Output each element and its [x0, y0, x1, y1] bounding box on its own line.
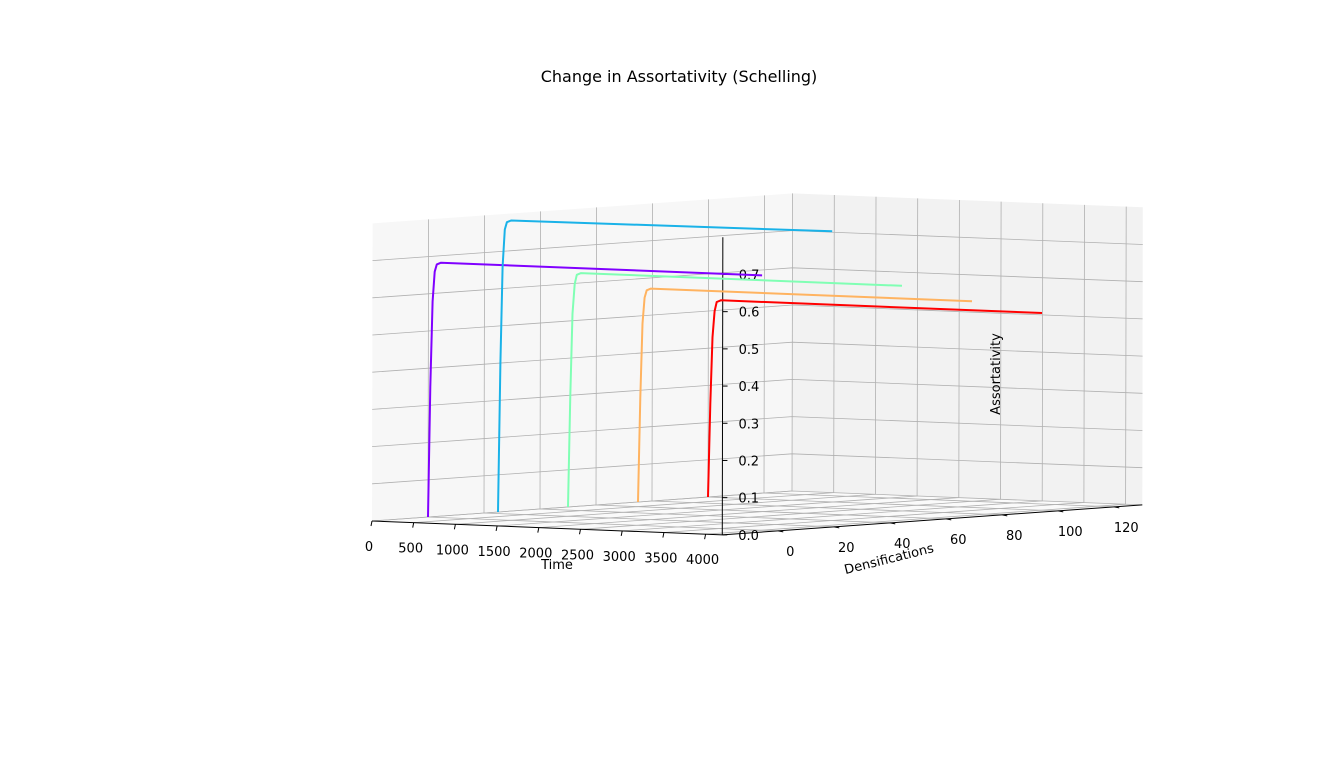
x-tick-label: 2500: [561, 548, 594, 563]
grid-line-z: [372, 453, 1143, 485]
y-tick: [1058, 510, 1064, 513]
z-tick-label: 0.4: [739, 380, 760, 395]
y-tick-label: 0: [786, 545, 794, 560]
y-tick: [946, 518, 952, 521]
x-tick: [579, 529, 581, 535]
x-tick-label: 4000: [686, 553, 719, 568]
x-tick-label: 3000: [603, 550, 636, 565]
x-tick: [370, 520, 373, 527]
x-tick: [412, 522, 415, 528]
x-tick-label: 0: [365, 540, 373, 555]
grid-line-z: [372, 267, 1143, 299]
series-line: [637, 287, 973, 503]
y-tick-label: 40: [894, 537, 911, 552]
y-tick: [778, 530, 784, 533]
x-tick-label: 1500: [478, 545, 511, 560]
z-tick-label: 0.5: [739, 343, 760, 358]
y-tick-label: 20: [838, 541, 855, 556]
grid-line-z: [372, 304, 1143, 336]
x-tick-label: 500: [398, 542, 423, 557]
y-tick: [1114, 506, 1120, 509]
x-tick: [662, 532, 665, 538]
y-tick: [834, 526, 840, 529]
y-axis-line: [722, 504, 1143, 536]
z-tick-label: 0.2: [738, 454, 759, 469]
y-tick-label: 80: [1006, 529, 1023, 544]
z-tick-label: 0.3: [738, 417, 759, 432]
z-tick-label: 0.1: [738, 492, 759, 507]
grid-line-z: [372, 416, 1143, 447]
series-line: [427, 261, 763, 518]
chart-title: Change in Assortativity (Schelling): [541, 67, 818, 86]
x-tick: [537, 527, 540, 533]
floor-pane: [372, 491, 1143, 535]
y-tick-label: 100: [1058, 525, 1083, 540]
z-tick-label: 0.0: [738, 529, 759, 544]
x-tick-label: 1000: [436, 543, 469, 558]
x-tick-label: 2000: [519, 547, 552, 562]
x-tick: [495, 525, 498, 532]
z-tick-label: 0.6: [739, 306, 760, 321]
y-tick: [890, 522, 896, 525]
grid-line-z: [372, 341, 1143, 373]
series-line: [567, 272, 903, 508]
z-axis-label: Assortativity: [989, 333, 1004, 415]
tick-labels: 0 500 1000 1500 2000 2500 3000 3500 4000 0 20 40 60 8…: [365, 268, 1139, 568]
grid-line-z: [371, 490, 1143, 522]
y-tick-label: 60: [950, 533, 967, 548]
x-tick-label: 3500: [644, 552, 677, 567]
series-line: [497, 219, 833, 513]
series-lines: [427, 219, 1043, 518]
y-tick: [1002, 514, 1008, 517]
x-tick: [704, 534, 707, 540]
grid-line-z: [372, 378, 1143, 410]
x-tick: [620, 530, 623, 536]
x-tick: [453, 524, 456, 530]
y-axis-label: Densifications: [843, 541, 936, 578]
x-axis-label: Time: [540, 558, 573, 573]
series-line: [707, 299, 1043, 498]
y-tick-label: 120: [1114, 521, 1139, 536]
